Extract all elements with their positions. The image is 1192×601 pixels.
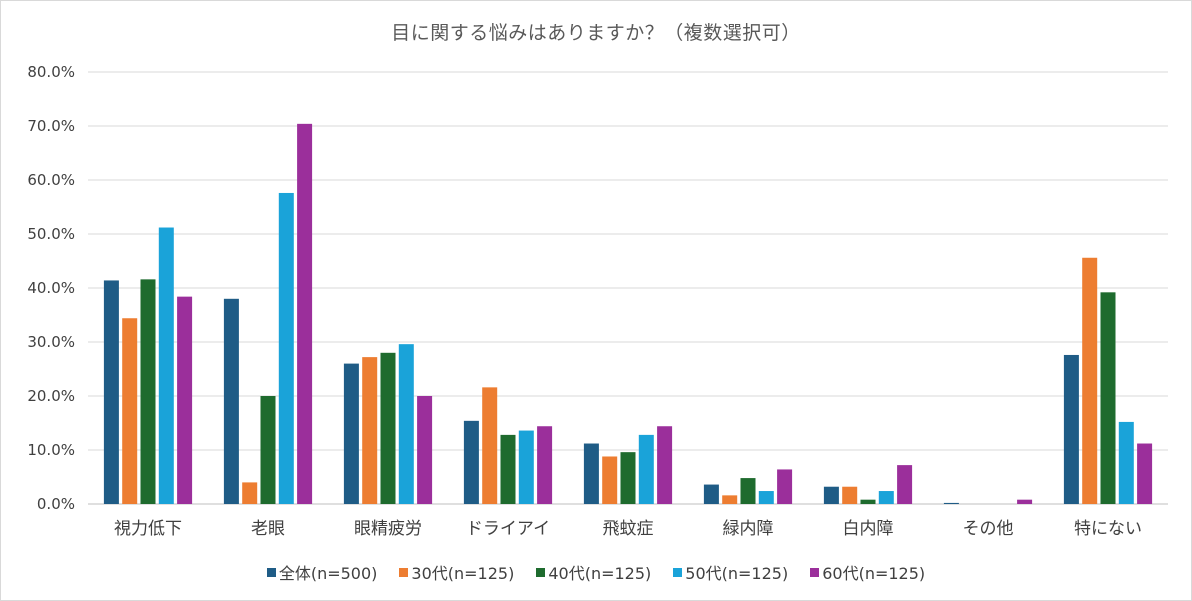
bar <box>463 420 479 504</box>
y-tick-label: 50.0% <box>27 225 75 243</box>
legend-item: 40代(n=125) <box>536 560 651 584</box>
bar <box>842 486 858 504</box>
bar <box>777 469 793 504</box>
bar <box>1063 354 1079 504</box>
x-tick-label: ドライアイ <box>466 519 550 539</box>
legend-label: 30代(n=125) <box>411 564 515 583</box>
bar <box>758 491 774 504</box>
bar <box>362 357 378 504</box>
legend-item: 60代(n=125) <box>810 560 925 584</box>
bar <box>223 298 239 504</box>
legend-item: 全体(n=500) <box>266 560 378 584</box>
legend-label: 60代(n=125) <box>822 564 926 583</box>
bar <box>417 396 433 504</box>
legend-swatch <box>810 567 820 577</box>
bar <box>500 434 516 504</box>
x-tick-label: 白内障 <box>843 519 894 539</box>
x-tick-label: その他 <box>963 519 1014 539</box>
bar <box>823 486 839 504</box>
bar <box>380 352 396 504</box>
y-tick-label: 60.0% <box>27 171 75 189</box>
bar <box>740 478 756 504</box>
legend-item: 50代(n=125) <box>673 560 788 584</box>
legend-label: 全体(n=500) <box>278 564 378 583</box>
legend-item: 30代(n=125) <box>399 560 514 584</box>
bar <box>602 456 618 504</box>
bar <box>1100 292 1116 504</box>
chart-title: 目に関する悩みはありますか？（複数選択可） <box>391 22 801 44</box>
bar <box>1137 443 1153 504</box>
bar <box>1082 257 1098 504</box>
bar <box>297 123 313 504</box>
bar <box>722 495 738 504</box>
x-tick-label: 老眼 <box>251 519 285 539</box>
legend-swatch <box>673 567 683 577</box>
bar <box>122 318 138 504</box>
y-tick-label: 70.0% <box>27 117 75 135</box>
bar <box>703 484 719 504</box>
x-tick-label: 飛蚊症 <box>603 519 654 539</box>
legend-label: 40代(n=125) <box>548 564 652 583</box>
x-tick-label: 眼精疲労 <box>354 519 422 539</box>
bar <box>1118 421 1134 504</box>
bar <box>638 434 654 504</box>
x-tick-label: 特にない <box>1074 519 1142 539</box>
bar <box>278 192 294 504</box>
legend-label: 50代(n=125) <box>685 564 789 583</box>
bar <box>1017 499 1033 504</box>
bar <box>878 491 894 504</box>
legend-swatch <box>536 567 546 577</box>
bar <box>518 430 534 504</box>
y-tick-label: 10.0% <box>27 441 75 459</box>
bar <box>343 363 359 504</box>
x-tick-label: 視力低下 <box>114 519 182 539</box>
chart-legend: 全体(n=500) 30代(n=125) 40代(n=125) 50代(n=125) 6… <box>0 560 1192 584</box>
bar <box>657 426 673 504</box>
bar <box>140 279 156 504</box>
bar <box>897 465 913 504</box>
bar <box>583 443 599 504</box>
bar <box>260 396 276 504</box>
bar <box>620 452 636 504</box>
y-tick-label: 30.0% <box>27 333 75 351</box>
bar <box>242 482 258 504</box>
bar <box>158 227 174 504</box>
bar <box>177 296 193 504</box>
x-tick-label: 緑内障 <box>723 519 774 539</box>
bar <box>398 344 414 504</box>
bar <box>860 499 876 504</box>
legend-swatch <box>266 567 276 577</box>
legend-swatch <box>399 567 409 577</box>
y-tick-label: 40.0% <box>27 279 75 297</box>
y-tick-label: 20.0% <box>27 387 75 405</box>
bar <box>482 387 498 504</box>
bar <box>537 426 553 504</box>
bar <box>103 280 119 504</box>
bar <box>943 502 959 504</box>
y-tick-label: 80.0% <box>27 63 75 81</box>
y-tick-label: 0.0% <box>37 495 75 513</box>
